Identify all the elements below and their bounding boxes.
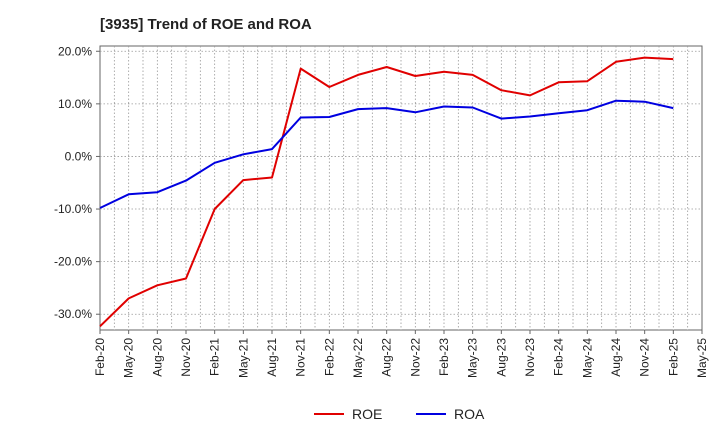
legend: ROE ROA — [314, 406, 485, 422]
x-tick-label: Nov-20 — [179, 338, 193, 377]
plot-frame — [99, 45, 703, 331]
y-tick-label: -20.0% — [54, 255, 92, 269]
x-tick-label: May-22 — [351, 338, 365, 378]
x-tick-label: Aug-23 — [494, 338, 508, 377]
series-line-roa — [99, 99, 674, 209]
x-tick-label: Feb-24 — [552, 338, 566, 376]
x-tick-label: Feb-22 — [322, 338, 336, 376]
x-tick-label: Nov-21 — [294, 338, 308, 377]
x-tick-label: May-23 — [466, 338, 480, 378]
x-tick-label: May-25 — [695, 338, 709, 378]
y-tick-label: 0.0% — [65, 149, 93, 163]
x-tick-label: Feb-20 — [93, 338, 107, 376]
x-tick-label: Aug-20 — [150, 338, 164, 377]
x-tick-label: Feb-25 — [666, 338, 680, 376]
x-tick-label: Aug-22 — [380, 338, 394, 377]
axis-layer: 20.0% 10.0% 0.0% -10.0% -20.0% -30.0% Feb-20 Ma… — [54, 44, 709, 378]
series-layer — [99, 56, 674, 328]
grid-layer — [99, 45, 703, 331]
y-tick-label: 20.0% — [58, 44, 92, 58]
x-tick-label: Aug-21 — [265, 338, 279, 377]
y-tick-label: -10.0% — [54, 202, 92, 216]
x-tick-label: Feb-23 — [437, 338, 451, 376]
x-tick-label: Nov-23 — [523, 338, 537, 377]
x-tick-label: May-24 — [580, 338, 594, 378]
series-line-roe — [99, 56, 674, 328]
legend-label-roa: ROA — [454, 406, 485, 422]
y-tick-label: 10.0% — [58, 97, 92, 111]
y-tick-label: -30.0% — [54, 307, 92, 321]
x-tick-label: Aug-24 — [609, 338, 623, 377]
x-tick-label: Nov-24 — [638, 338, 652, 377]
chart-title: [3935] Trend of ROE and ROA — [100, 16, 312, 33]
x-tick-label: Nov-22 — [408, 338, 422, 377]
x-tick-label: May-21 — [236, 338, 250, 378]
legend-label-roe: ROE — [352, 406, 382, 422]
x-tick-label: Feb-21 — [208, 338, 222, 376]
x-tick-label: May-20 — [122, 338, 136, 378]
